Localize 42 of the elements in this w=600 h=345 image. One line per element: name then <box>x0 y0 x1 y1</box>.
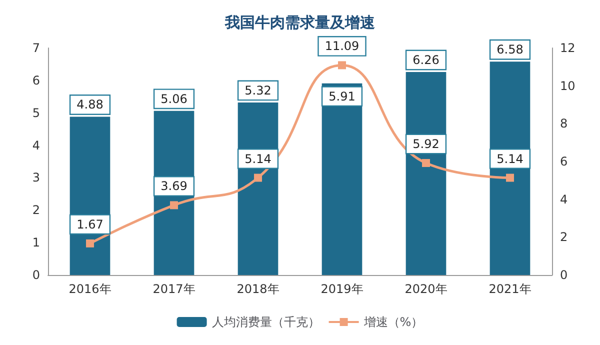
y2-tick-label: 6 <box>560 154 568 168</box>
y-tick-label: 6 <box>32 73 40 88</box>
y2-tick-label: 0 <box>560 268 568 282</box>
y2-tick-label: 10 <box>560 78 576 93</box>
data-label: 5.06 <box>160 92 188 106</box>
y2-tick-label: 12 <box>560 41 576 55</box>
point <box>254 174 262 182</box>
data-label: 4.88 <box>76 98 104 112</box>
data-label: 6.58 <box>496 42 524 57</box>
data-label: 5.14 <box>244 152 272 166</box>
y2-tick-label: 8 <box>560 116 568 131</box>
y-tick-label: 4 <box>32 138 40 152</box>
y-tick-label: 0 <box>32 268 40 282</box>
data-label: 11.09 <box>324 39 360 54</box>
point <box>170 201 178 210</box>
y2-tick-label: 2 <box>560 230 568 244</box>
data-label: 3.69 <box>160 179 188 194</box>
chart-title: 我国牛肉需求量及增速 <box>224 14 376 32</box>
y-tick-label: 1 <box>32 236 40 250</box>
legend-label: 人均消费量（千克） <box>212 315 320 329</box>
y2-tick-label: 4 <box>560 192 568 206</box>
point <box>338 61 346 70</box>
data-label: 5.92 <box>412 137 440 152</box>
x-tick-label: 2020年 <box>404 282 448 296</box>
y-tick-label: 3 <box>32 170 40 185</box>
data-label: 5.14 <box>496 152 524 166</box>
x-tick-label: 2016年 <box>68 282 112 296</box>
x-tick-label: 2018年 <box>236 282 280 296</box>
data-label: 5.91 <box>328 89 356 104</box>
data-label: 1.67 <box>76 217 104 232</box>
y-tick-label: 2 <box>32 203 40 218</box>
point <box>422 159 430 168</box>
x-tick-label: 2017年 <box>152 282 196 296</box>
point <box>506 174 514 182</box>
y-tick-label: 7 <box>32 41 40 55</box>
legend-label: 增速（%） <box>362 315 424 329</box>
point <box>86 239 94 248</box>
data-label: 6.26 <box>412 52 440 67</box>
x-tick-label: 2019年 <box>320 282 364 296</box>
y-tick-label: 5 <box>32 106 40 120</box>
data-label: 5.32 <box>244 83 272 98</box>
x-tick-label: 2021年 <box>488 282 532 296</box>
